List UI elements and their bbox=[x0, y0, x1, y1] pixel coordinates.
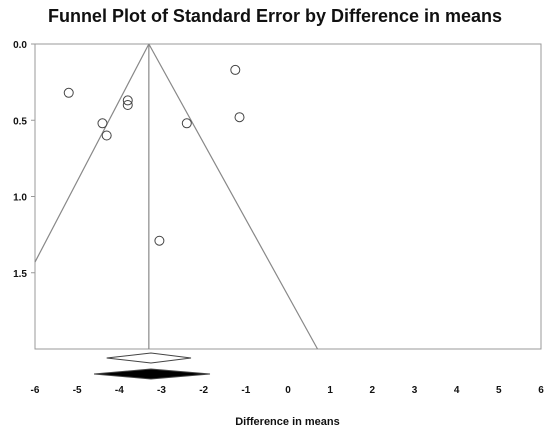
y-tick-label: 0.0 bbox=[13, 40, 27, 51]
x-tick-label: 5 bbox=[496, 385, 502, 396]
x-axis-label: Difference in means bbox=[235, 416, 340, 428]
x-tick-label: -6 bbox=[31, 385, 40, 396]
x-tick-label: 3 bbox=[412, 385, 418, 396]
study-point bbox=[154, 235, 165, 246]
x-tick-label: 4 bbox=[454, 385, 460, 396]
x-tick-label: 6 bbox=[538, 385, 544, 396]
study-point bbox=[63, 87, 74, 98]
study-point bbox=[234, 112, 245, 123]
x-tick-label: 0 bbox=[285, 385, 291, 396]
plot-area bbox=[34, 43, 542, 350]
x-tick-label: -2 bbox=[199, 385, 208, 396]
summary-diamonds bbox=[93, 352, 211, 380]
study-point bbox=[230, 64, 241, 75]
y-tick-label: 0.5 bbox=[13, 116, 27, 127]
y-tick-label: 1.5 bbox=[13, 269, 27, 280]
funnel-edge bbox=[34, 43, 150, 263]
study-point bbox=[101, 130, 112, 141]
plot-frame bbox=[34, 43, 542, 350]
x-tick-label: -1 bbox=[241, 385, 250, 396]
summary-diamond-filled bbox=[93, 368, 211, 380]
study-point bbox=[181, 118, 192, 129]
x-tick-label: -5 bbox=[73, 385, 82, 396]
study-points bbox=[63, 64, 245, 246]
study-point bbox=[122, 100, 133, 110]
chart-title: Funnel Plot of Standard Error by Differe… bbox=[47, 6, 503, 26]
study-point bbox=[97, 118, 108, 129]
y-axis-ticks: 0.0 0.5 1.0 1.5 bbox=[13, 40, 35, 280]
summary-diamond-open bbox=[106, 352, 192, 364]
x-tick-label: 1 bbox=[327, 385, 333, 396]
study-point bbox=[122, 95, 133, 106]
x-tick-label: 2 bbox=[370, 385, 376, 396]
x-axis-ticks: -6 -5 -4 -3 -2 -1 0 1 2 3 4 5 6 bbox=[31, 385, 545, 396]
x-tick-label: -4 bbox=[115, 385, 124, 396]
funnel-edge bbox=[148, 43, 319, 350]
funnel-lines bbox=[34, 43, 319, 350]
y-tick-label: 1.0 bbox=[13, 193, 27, 204]
x-tick-label: -3 bbox=[157, 385, 166, 396]
